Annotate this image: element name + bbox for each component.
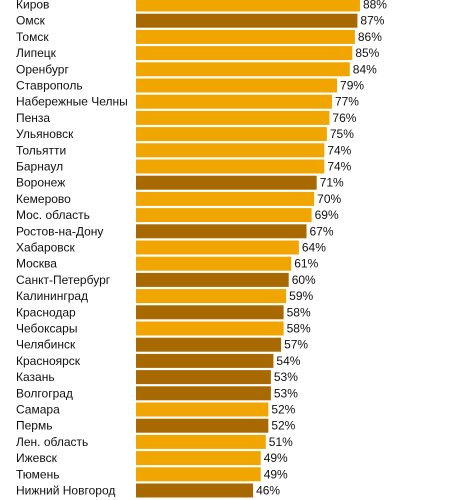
value-label: 71% (320, 176, 344, 190)
bar (136, 94, 332, 109)
value-label: 54% (276, 354, 300, 368)
value-label: 64% (302, 241, 326, 255)
category-label: Самара (16, 403, 60, 417)
bar (136, 191, 315, 206)
category-label: Нижний Новгород (16, 484, 115, 498)
bar (136, 13, 358, 28)
value-label: 75% (330, 127, 354, 141)
category-label: Воронеж (16, 176, 65, 190)
category-label: Ижевск (16, 451, 58, 465)
bar (136, 46, 353, 61)
bar (136, 0, 360, 12)
value-label: 53% (274, 386, 298, 400)
value-label: 52% (271, 403, 295, 417)
value-label: 74% (327, 143, 351, 157)
category-label: Санкт-Петербург (16, 273, 111, 287)
value-label: 77% (335, 95, 359, 109)
category-label: Пермь (16, 419, 52, 433)
bar (136, 402, 269, 417)
bar (136, 127, 327, 142)
value-label: 87% (360, 14, 384, 28)
value-label: 85% (355, 46, 379, 60)
value-label: 59% (289, 289, 313, 303)
value-label: 46% (256, 484, 280, 498)
value-label: 58% (287, 305, 311, 319)
bar (136, 256, 292, 271)
value-label: 52% (271, 419, 295, 433)
value-label: 51% (269, 435, 293, 449)
bar (136, 159, 325, 174)
value-label: 67% (310, 224, 334, 238)
category-label: Краснодар (16, 305, 76, 319)
bar (136, 272, 289, 287)
category-label: Москва (16, 257, 57, 271)
value-label: 84% (353, 62, 377, 76)
category-label: Красноярск (16, 354, 81, 368)
value-label: 70% (317, 192, 341, 206)
value-label: 88% (363, 0, 387, 12)
bar (136, 321, 284, 336)
value-label: 76% (332, 111, 356, 125)
category-label: Ульяновск (16, 127, 74, 141)
category-label: Чебоксары (16, 322, 77, 336)
category-label: Мос. область (16, 208, 90, 222)
bar (136, 434, 266, 449)
category-label: Томск (16, 30, 49, 44)
category-label: Барнаул (16, 160, 63, 174)
bar (136, 337, 282, 352)
bar (136, 305, 284, 320)
bar (136, 386, 271, 401)
value-label: 53% (274, 370, 298, 384)
bar (136, 29, 355, 44)
category-label: Тольятти (16, 143, 66, 157)
category-label: Волгоград (16, 386, 73, 400)
bar (136, 353, 274, 368)
category-label: Липецк (16, 46, 57, 60)
value-label: 69% (315, 208, 339, 222)
category-label: Ставрополь (16, 79, 83, 93)
bar (136, 289, 287, 304)
bar (136, 224, 307, 239)
category-label: Казань (16, 370, 55, 384)
bar (136, 175, 317, 190)
value-label: 60% (292, 273, 316, 287)
value-label: 74% (327, 160, 351, 174)
value-label: 57% (284, 338, 308, 352)
bar (136, 467, 261, 482)
category-label: Пенза (16, 111, 50, 125)
bar (136, 240, 299, 255)
category-label: Кемерово (16, 192, 71, 206)
bar (136, 208, 312, 223)
bar (136, 370, 271, 385)
category-label: Хабаровск (16, 241, 76, 255)
bar (136, 62, 350, 77)
value-label: 86% (358, 30, 382, 44)
value-label: 61% (294, 257, 318, 271)
value-label: 58% (287, 322, 311, 336)
category-label: Челябинск (16, 338, 76, 352)
value-label: 79% (340, 79, 364, 93)
bar (136, 483, 254, 498)
category-label: Лен. область (16, 435, 88, 449)
bar (136, 418, 269, 433)
value-label: 49% (264, 467, 288, 481)
bar (136, 143, 325, 158)
category-label: Ростов-на-Дону (16, 224, 103, 238)
category-label: Оренбург (16, 62, 69, 76)
category-label: Тюмень (16, 467, 59, 481)
value-label: 49% (264, 451, 288, 465)
category-label: Киров (16, 0, 49, 12)
bar (136, 78, 338, 93)
bar (136, 110, 330, 125)
bar (136, 451, 261, 466)
category-label: Калининград (16, 289, 88, 303)
category-label: Омск (16, 14, 46, 28)
category-label: Набережные Челны (16, 95, 128, 109)
